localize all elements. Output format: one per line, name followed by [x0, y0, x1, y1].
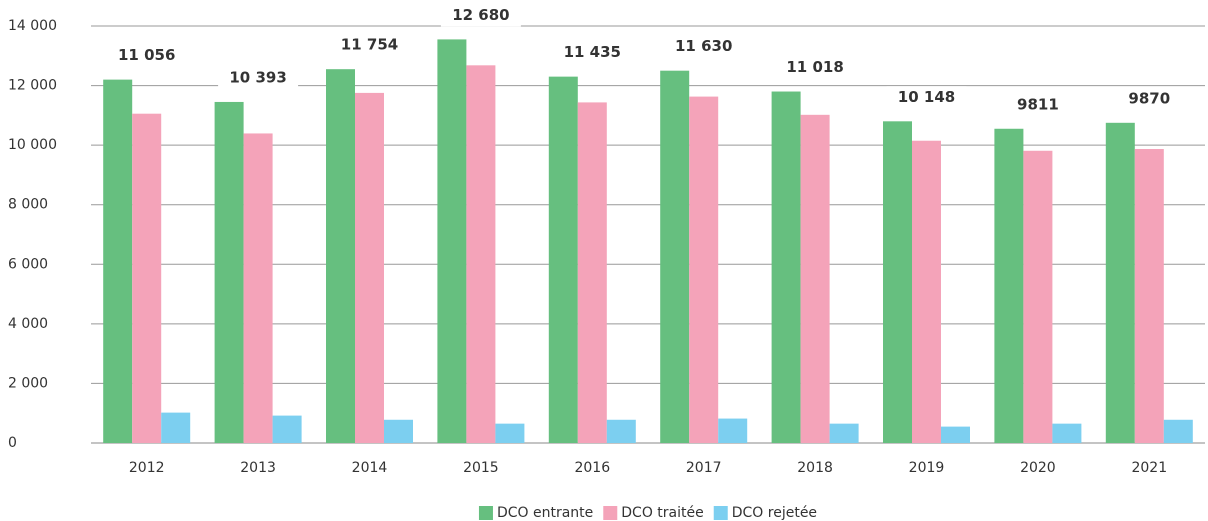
value-label-bg [106, 44, 187, 67]
bar [1052, 423, 1082, 443]
value-label: 11 435 [564, 43, 621, 61]
value-label: 11 754 [341, 36, 398, 54]
x-tick-label: 2014 [352, 460, 388, 476]
bar [660, 70, 690, 443]
x-tick-label: 2020 [1020, 460, 1056, 476]
value-label: 9870 [1128, 89, 1170, 107]
bar [355, 92, 384, 443]
value-label-bg [775, 56, 856, 79]
y-tick-label: 14 000 [8, 18, 57, 34]
y-tick-label: 4 000 [8, 316, 48, 332]
x-tick-label: 2015 [463, 460, 499, 476]
y-tick-label: 0 [8, 435, 17, 451]
value-label: 12 680 [452, 6, 509, 24]
y-tick-label: 12 000 [8, 78, 57, 94]
bar [941, 426, 970, 443]
bar [718, 418, 748, 443]
bar [161, 412, 191, 443]
x-tick-label: 2013 [240, 460, 276, 476]
value-label-bg [997, 93, 1078, 116]
value-label: 10 393 [229, 68, 286, 86]
x-tick-label: 2016 [574, 460, 610, 476]
value-label-bg [329, 34, 410, 57]
value-label-bg [218, 66, 299, 89]
x-tick-label: 2021 [1131, 460, 1167, 476]
value-label: 11 056 [118, 46, 175, 64]
bar [800, 114, 830, 444]
y-tick-label: 2 000 [8, 375, 48, 391]
bar [326, 69, 355, 444]
bar [771, 91, 801, 444]
bar [1163, 419, 1193, 443]
bar [883, 121, 912, 444]
value-label-bg [440, 4, 521, 27]
x-tick-label: 2018 [797, 460, 833, 476]
value-label: 10 148 [898, 88, 955, 106]
bar [994, 128, 1024, 443]
y-tick-label: 8 000 [8, 197, 48, 213]
bar [1023, 150, 1053, 444]
value-label-bg [552, 41, 633, 64]
value-label-bg [1109, 87, 1190, 110]
y-tick-label: 6 000 [8, 256, 48, 272]
bar [577, 102, 607, 443]
bar [243, 133, 273, 443]
bar [689, 96, 719, 444]
bar [132, 113, 162, 443]
x-tick-label: 2019 [909, 460, 945, 476]
bar [214, 101, 244, 443]
value-label-bg [886, 86, 967, 109]
value-label-bg [663, 35, 744, 58]
bar [548, 76, 578, 443]
legend-label: DCO entrante [497, 505, 593, 521]
y-tick-label: 10 000 [8, 137, 57, 153]
bar [272, 415, 302, 443]
legend-swatch [478, 506, 493, 520]
legend-label: DCO traitée [621, 505, 703, 521]
legend-swatch [603, 506, 618, 520]
value-label: 11 630 [675, 37, 732, 55]
bar [606, 419, 636, 443]
bar [466, 65, 496, 444]
bar [912, 140, 941, 444]
bar [495, 423, 525, 443]
bar [384, 419, 413, 443]
bar [437, 39, 467, 444]
x-tick-label: 2017 [686, 460, 722, 476]
value-label: 11 018 [786, 58, 843, 76]
x-tick-label: 2012 [129, 460, 165, 476]
bar [1105, 122, 1135, 443]
bar [1134, 149, 1164, 443]
legend-label: DCO rejetée [732, 505, 817, 521]
bar [103, 79, 133, 443]
legend-swatch [713, 506, 728, 520]
value-label: 9811 [1017, 95, 1059, 113]
bar [829, 423, 859, 443]
